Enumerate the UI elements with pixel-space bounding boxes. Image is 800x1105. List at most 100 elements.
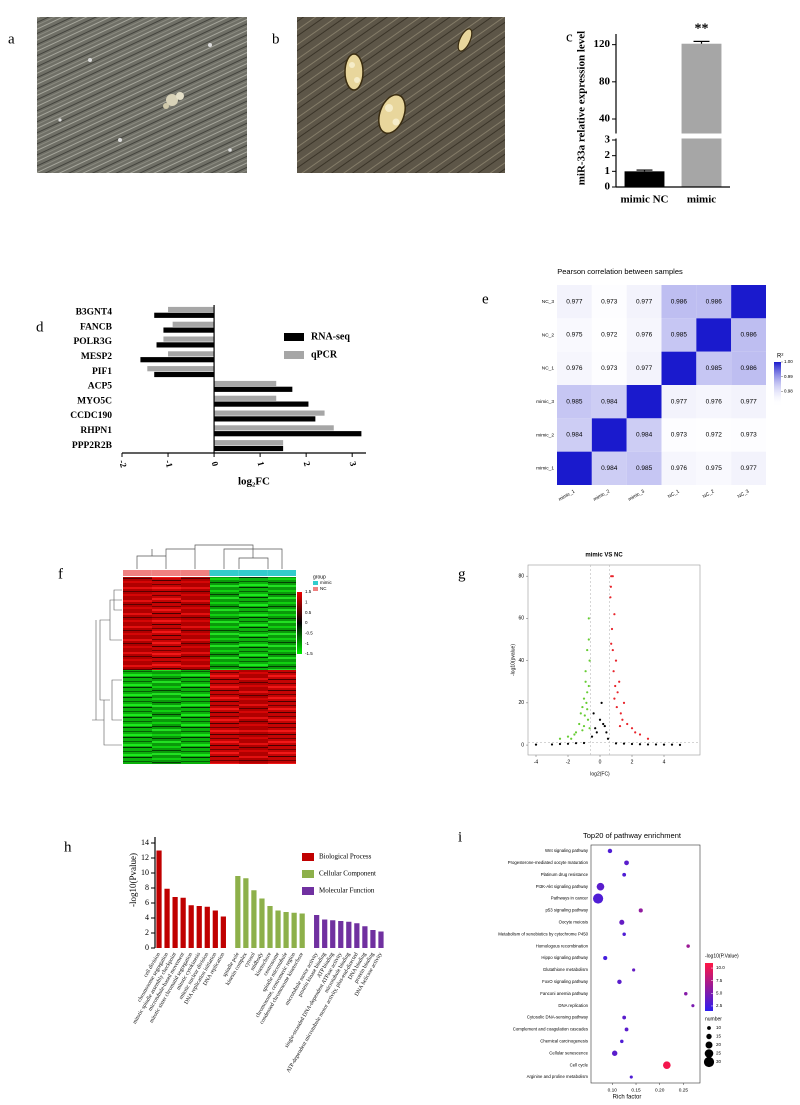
cell-label: 0.972 (706, 432, 723, 439)
size-legend-dot (706, 1033, 712, 1040)
cell-label: 0.977 (740, 465, 757, 472)
point (566, 735, 570, 738)
heatmap-cell (626, 418, 662, 452)
cell-label: 0.976 (706, 398, 723, 405)
y-tick-label: PPP2R2B (72, 441, 113, 451)
size-legend-label: 10 (716, 1025, 722, 1030)
x-tick-label: -2 (566, 759, 571, 765)
bar (196, 906, 202, 948)
cell-label: 0.986 (740, 332, 757, 339)
legend-swatch (302, 887, 314, 895)
bar (214, 425, 334, 431)
bar (156, 342, 215, 348)
point (590, 735, 594, 738)
dot (629, 1075, 633, 1079)
bar (378, 931, 384, 948)
point (582, 697, 586, 700)
bar (251, 890, 257, 948)
y-tick-label: mimic_3 (536, 399, 554, 405)
point (566, 742, 570, 745)
heatmap-cell (591, 451, 627, 485)
heatmap-cell (626, 285, 662, 319)
bar (275, 910, 281, 948)
bar (338, 921, 344, 948)
y-tick-label: Wnt signaling pathway (545, 848, 589, 853)
x-tick-label: 3 (348, 460, 359, 467)
legend-swatch (284, 351, 304, 359)
point (598, 718, 602, 721)
y-tick-label: FANCB (80, 322, 113, 332)
heatmap-cell (661, 385, 697, 419)
point (588, 659, 591, 662)
legend-label: NC (320, 586, 327, 591)
bar (259, 898, 265, 948)
point (534, 743, 538, 746)
point (638, 733, 642, 736)
y-tick-label: mimic_2 (536, 432, 554, 438)
y-tick-label: POLR3G (73, 337, 112, 347)
x-tick-label: mimic_1 (558, 488, 577, 502)
x-tick-label: mimic (687, 194, 716, 206)
colorbar-label: 2.5 (716, 1003, 723, 1008)
panel-label: c (566, 29, 573, 45)
y-tick-label: NC_2 (542, 332, 555, 338)
dot (663, 1061, 671, 1069)
y-tick-label: DNA replication (558, 1003, 588, 1008)
bar (212, 910, 218, 948)
x-axis-label: log₂FC (238, 476, 270, 488)
cell-label: 0.972 (601, 332, 618, 339)
y-tick-label: NC_1 (542, 366, 555, 372)
cell-label: 0.976 (671, 465, 688, 472)
dot (624, 1027, 629, 1032)
point (613, 697, 616, 700)
bar (624, 171, 665, 187)
panel-label: b (272, 31, 280, 47)
point (582, 741, 586, 745)
heatmap-cell (591, 285, 627, 319)
point (581, 705, 584, 709)
point (622, 701, 626, 704)
bar (214, 431, 362, 437)
dot (620, 1039, 624, 1044)
point (584, 670, 587, 673)
heatmap-cell (591, 385, 627, 419)
x-tick-label: 0 (210, 460, 221, 467)
y-tick-label: Chemical carcinogenesis (540, 1038, 588, 1043)
x-axis-label: Rich factor (613, 1095, 642, 1101)
point (570, 737, 573, 740)
micrograph (297, 17, 505, 173)
point (614, 742, 618, 745)
point (583, 714, 586, 717)
x-tick-label: mimic_2 (592, 488, 611, 502)
heatmap-cell (591, 351, 627, 385)
legend-swatch (302, 870, 314, 878)
dot (684, 992, 688, 996)
y-tick-label: 80 (599, 75, 611, 87)
y-tick-label: 4 (145, 913, 149, 922)
heatmap-cell (557, 418, 592, 452)
heatmap-cell (696, 285, 732, 319)
x-tick-label: 4 (663, 759, 666, 765)
heatmap-cell (557, 318, 592, 352)
heatmap-cell (626, 318, 662, 352)
heatmap-cell (696, 385, 732, 419)
legend-swatch (313, 581, 318, 585)
colorbar-title: -log10(P.Value) (705, 953, 739, 959)
point (586, 691, 589, 694)
point (619, 712, 622, 715)
y-tick-label: Progesterone-mediated oocyte maturation (508, 860, 589, 865)
bar (330, 920, 336, 948)
plot-frame (590, 844, 701, 1084)
x-tick-label: NC_2 (702, 488, 716, 499)
point (610, 575, 613, 578)
colorbar (705, 963, 713, 1011)
dot (619, 919, 625, 925)
bar (168, 306, 215, 313)
bar (172, 897, 178, 948)
bar (214, 410, 325, 416)
dot (632, 968, 636, 972)
bar (291, 912, 297, 948)
y-tick-label: Pathways in cancer (551, 896, 589, 901)
